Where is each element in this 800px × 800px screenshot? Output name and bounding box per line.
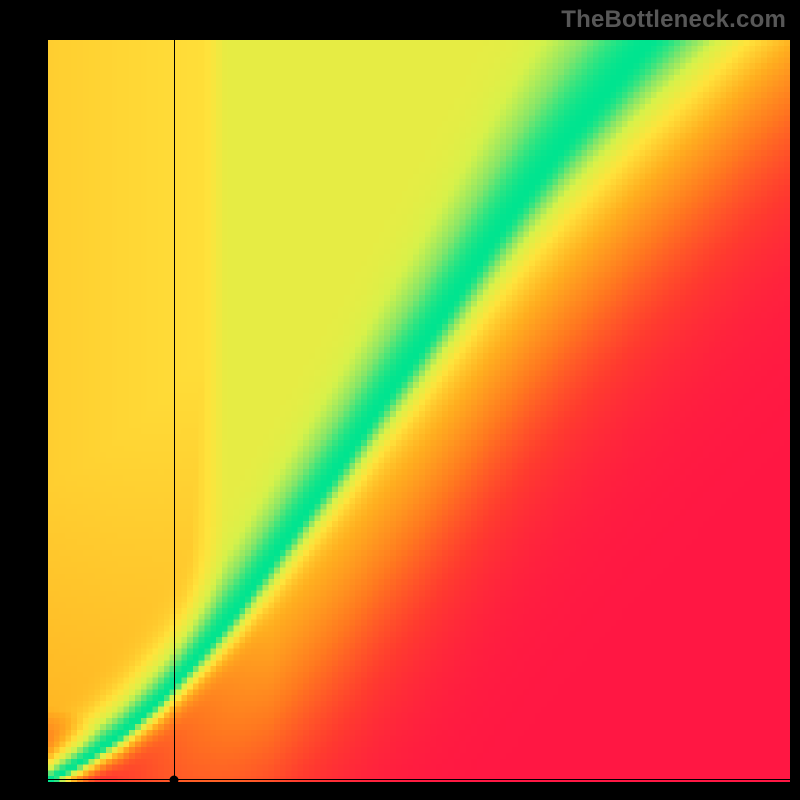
chart-container: TheBottleneck.com — [0, 0, 800, 800]
x-axis-line — [48, 779, 790, 780]
watermark-text: TheBottleneck.com — [561, 6, 786, 34]
y-axis-line — [174, 40, 175, 782]
intersection-marker — [170, 775, 179, 784]
plot-area — [48, 40, 790, 782]
heatmap-canvas — [48, 40, 790, 782]
